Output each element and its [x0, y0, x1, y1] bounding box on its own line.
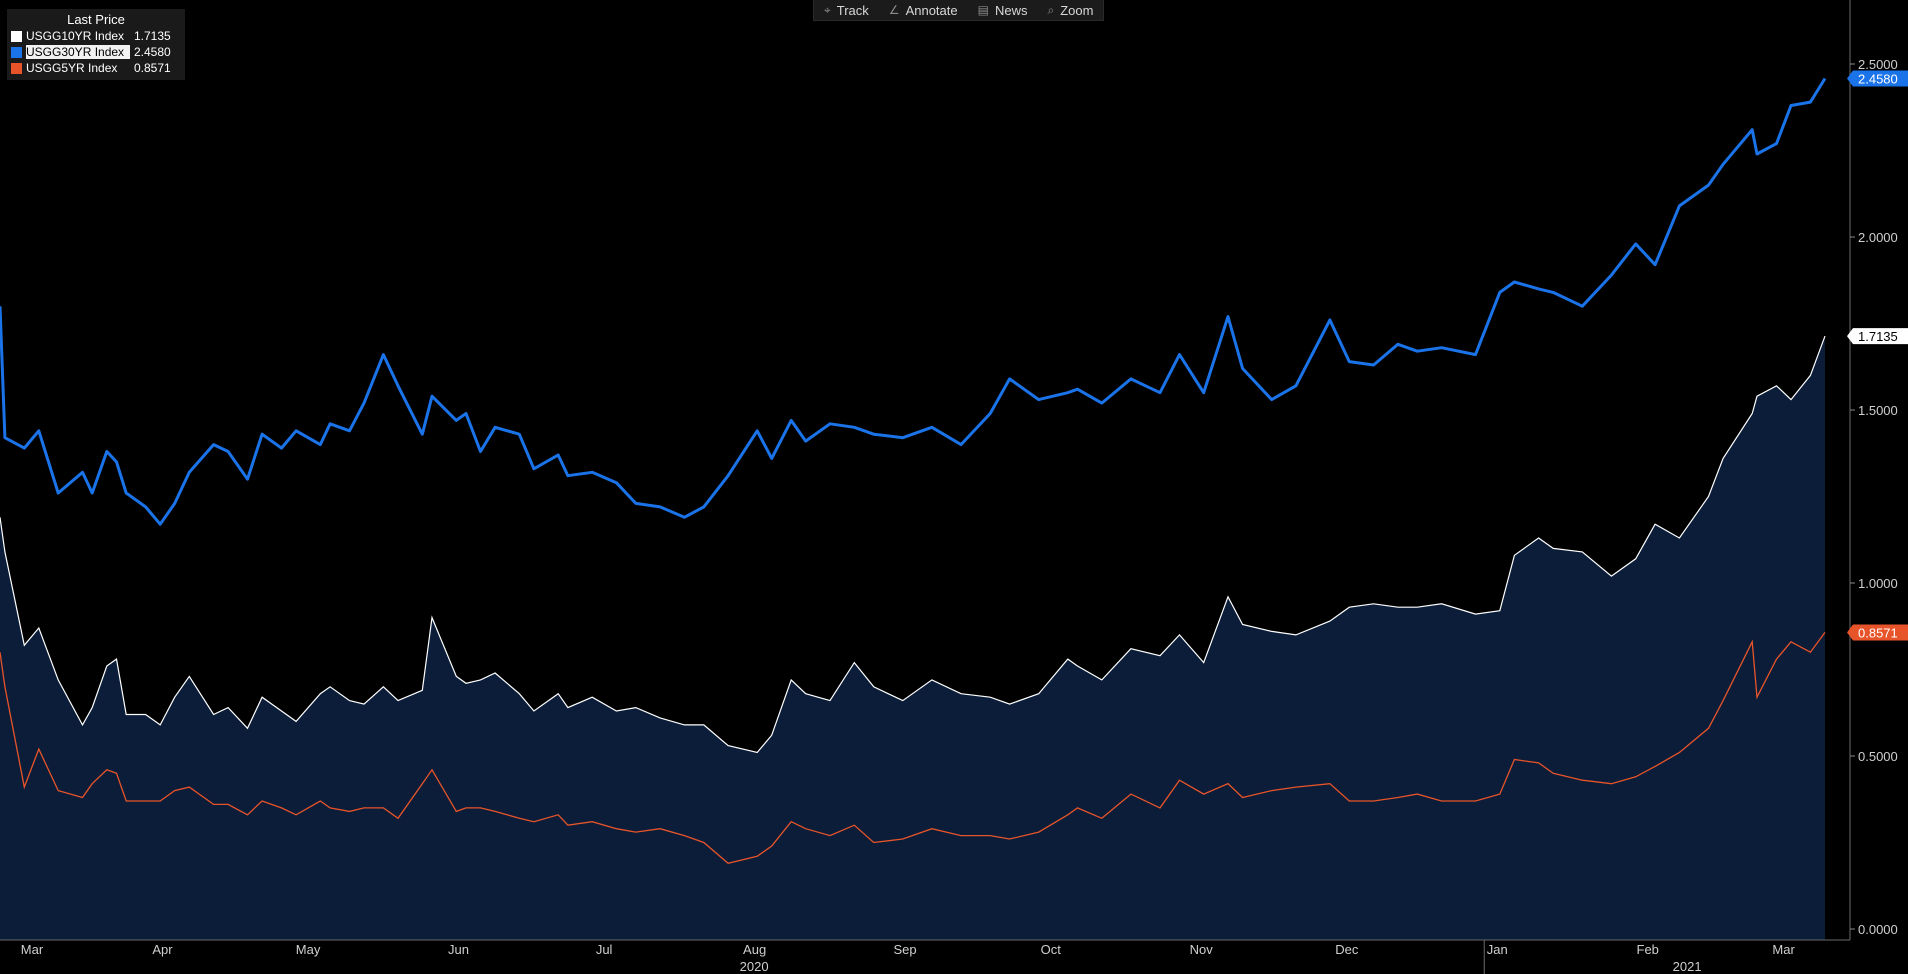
- y-axis: 0.0000 0.5000 1.0000 1.5000 2.0000 2.5000: [1849, 0, 1898, 940]
- x-tick-label: May: [296, 942, 321, 957]
- legend-name-usgg10yr: USGG10YR Index: [26, 29, 125, 43]
- news-icon: ▤: [977, 3, 989, 17]
- magnifier-icon: ⌕: [1047, 2, 1055, 17]
- last-value-label: 1.7135: [1847, 328, 1908, 345]
- zoom-label: Zoom: [1060, 2, 1094, 18]
- pencil-icon: ∠: [888, 3, 900, 17]
- legend-swatch-usgg30yr: [11, 46, 22, 58]
- crosshair-icon: ⌖: [824, 2, 831, 17]
- zoom-button[interactable]: ⌕ Zoom: [1037, 0, 1103, 20]
- legend-name-usgg30yr: USGG30YR Index: [26, 45, 130, 59]
- y-tick-label: 0.5000: [1858, 749, 1898, 764]
- legend-entry-usgg5yr[interactable]: USGG5YR Index 0.8571: [11, 60, 181, 76]
- chart-toolbar: ⌖ Track ∠ Annotate ▤ News ⌕ Zoom: [813, 0, 1105, 21]
- legend-value-usgg30yr: 2.4580: [134, 45, 171, 59]
- year-label: 2020: [740, 959, 769, 974]
- x-tick-label: Nov: [1190, 942, 1214, 957]
- legend-name-usgg5yr: USGG5YR Index: [26, 61, 118, 75]
- y-tick-label: 1.0000: [1858, 576, 1898, 591]
- y-tick-label: 1.5000: [1858, 403, 1898, 418]
- annotate-button[interactable]: ∠ Annotate: [879, 0, 968, 20]
- legend-entry-usgg30yr[interactable]: USGG30YR Index 2.4580: [11, 44, 181, 60]
- x-tick-label: Apr: [152, 942, 173, 957]
- x-tick-label: Dec: [1335, 942, 1359, 957]
- track-button[interactable]: ⌖ Track: [814, 0, 879, 20]
- x-tick-label: Mar: [21, 942, 44, 957]
- last-value-labels: 2.4580 1.7135 0.8571: [1847, 70, 1908, 640]
- y-tick-label: 0.0000: [1858, 922, 1898, 937]
- track-label: Track: [836, 2, 869, 18]
- annotate-label: Annotate: [905, 2, 958, 18]
- legend-swatch-usgg5yr: [11, 62, 22, 74]
- x-tick-label: Mar: [1772, 942, 1795, 957]
- x-tick-label: Feb: [1637, 942, 1659, 957]
- y-tick-label: 2.5000: [1858, 57, 1898, 72]
- legend-title: Last Price: [67, 12, 125, 27]
- last-value-text: 0.8571: [1858, 625, 1898, 640]
- area-fill-usgg10yr: [0, 336, 1825, 941]
- x-tick-label: Oct: [1041, 942, 1062, 957]
- x-tick-label: Jul: [596, 942, 613, 957]
- last-value-text: 2.4580: [1858, 72, 1898, 87]
- legend-swatch-usgg10yr: [11, 30, 22, 42]
- chart-legend: Last Price USGG10YR Index 1.7135 USGG30Y…: [7, 9, 185, 80]
- legend-value-usgg5yr: 0.8571: [134, 61, 171, 75]
- series-line-usgg10yr: [0, 335, 1826, 754]
- news-label: News: [994, 2, 1028, 18]
- x-tick-label: Jun: [448, 942, 469, 957]
- series-line-usgg5yr: [0, 632, 1826, 865]
- last-value-label: 2.4580: [1847, 70, 1908, 87]
- x-tick-label: Sep: [894, 942, 917, 957]
- last-value-text: 1.7135: [1858, 329, 1898, 344]
- y-tick-label: 2.0000: [1858, 230, 1898, 245]
- x-axis: Mar Apr May Jun Jul Aug Sep Oct Nov Dec Jan Feb Mar 2…: [0, 939, 1850, 974]
- legend-entry-usgg10yr[interactable]: USGG10YR Index 1.7135: [11, 28, 181, 44]
- last-value-label: 0.8571: [1847, 624, 1908, 640]
- news-button[interactable]: ▤ News: [968, 0, 1038, 20]
- x-tick-label: Aug: [743, 942, 766, 957]
- x-tick-label: Jan: [1487, 942, 1508, 957]
- year-label: 2021: [1673, 959, 1702, 974]
- legend-value-usgg10yr: 1.7135: [134, 29, 171, 43]
- series-line-usgg30yr: [0, 77, 1827, 526]
